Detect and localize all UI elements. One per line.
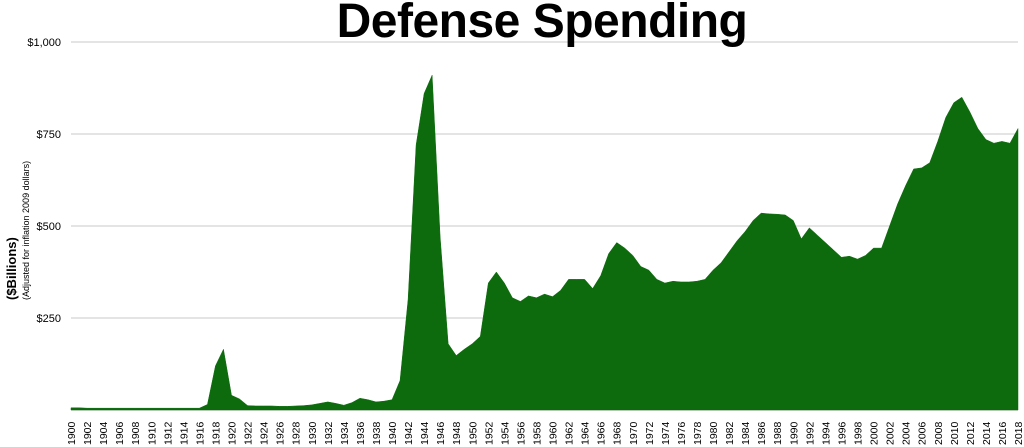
x-tick-label: 1982 (724, 421, 736, 445)
y-tick-label: $250 (37, 313, 61, 325)
x-tick-label: 1968 (612, 421, 624, 445)
x-tick-label: 1986 (756, 421, 768, 445)
x-tick-label: 1934 (339, 421, 351, 445)
x-tick-label: 1924 (259, 421, 271, 445)
x-tick-label: 2000 (869, 421, 881, 445)
x-tick-label: 1932 (323, 421, 335, 445)
x-tick-label: 1908 (130, 421, 142, 445)
x-tick-label: 2014 (981, 421, 993, 445)
x-tick-label: 1936 (355, 421, 367, 445)
x-tick-label: 1904 (98, 421, 110, 445)
x-tick-label: 2008 (933, 421, 945, 445)
x-tick-label: 1970 (628, 421, 640, 445)
x-tick-label: 1922 (243, 421, 255, 445)
x-tick-label: 1920 (227, 421, 239, 445)
x-tick-label: 1962 (564, 421, 576, 445)
x-tick-label: 1952 (483, 421, 495, 445)
series-area-fill (70, 75, 1019, 411)
x-tick-label: 1994 (820, 421, 832, 445)
x-tick-label: 1946 (435, 421, 447, 445)
x-tick-label: 1976 (676, 421, 688, 445)
x-tick-label: 1930 (307, 421, 319, 445)
x-tick-label: 1950 (467, 421, 479, 445)
x-tick-label: 1944 (419, 421, 431, 445)
x-tick-label: 1990 (788, 421, 800, 445)
x-tick-label: 1974 (660, 421, 672, 445)
x-tick-label: 1912 (162, 421, 174, 445)
x-tick-label: 1940 (387, 421, 399, 445)
x-tick-label: 1998 (852, 421, 864, 445)
x-tick-label: 1948 (451, 421, 463, 445)
x-tick-label: 1906 (114, 421, 126, 445)
x-tick-label: 1984 (740, 421, 752, 445)
x-tick-label: 1900 (66, 421, 78, 445)
x-tick-label: 1988 (772, 421, 784, 445)
x-tick-label: 1938 (371, 421, 383, 445)
x-axis-ticks: 1900 1902 1904 1906 1908 1910 1912 1914 1916 1918… (66, 421, 1024, 445)
x-tick-label: 1960 (548, 421, 560, 445)
x-tick-label: 1966 (596, 421, 608, 445)
x-tick-label: 1958 (531, 421, 543, 445)
x-tick-label: 2018 (1013, 421, 1024, 445)
x-tick-label: 1928 (291, 421, 303, 445)
x-tick-label: 1992 (804, 421, 816, 445)
x-tick-label: 1980 (708, 421, 720, 445)
y-axis-label-note: (Adjusted for inflation 2009 dollars) (21, 160, 31, 300)
x-tick-label: 1926 (275, 421, 287, 445)
x-tick-label: 1942 (403, 421, 415, 445)
y-tick-label: $1,000 (27, 37, 61, 49)
x-tick-label: 2016 (997, 421, 1009, 445)
series-area (70, 75, 1019, 411)
x-tick-label: 2012 (965, 421, 977, 445)
chart-title: Defense Spending (336, 0, 748, 48)
x-tick-label: 1916 (194, 421, 206, 445)
x-tick-label: 1964 (580, 421, 592, 445)
x-tick-label: 1910 (146, 421, 158, 445)
y-tick-label: $500 (37, 221, 61, 233)
x-tick-label: 1902 (82, 421, 94, 445)
x-tick-label: 2006 (917, 421, 929, 445)
x-tick-label: 1914 (178, 421, 190, 445)
x-tick-label: 1978 (692, 421, 704, 445)
y-tick-label: $750 (37, 129, 61, 141)
x-tick-label: 2002 (885, 421, 897, 445)
y-axis-ticks: $250 $500 $750 $1,000 (27, 37, 61, 325)
y-axis-label: ($Billions) (4, 237, 19, 300)
x-tick-label: 2010 (949, 421, 961, 445)
x-tick-label: 1918 (210, 421, 222, 445)
x-tick-label: 2004 (901, 421, 913, 445)
x-tick-label: 1996 (836, 421, 848, 445)
x-tick-label: 1956 (515, 421, 527, 445)
x-tick-label: 1954 (499, 421, 511, 445)
x-tick-label: 1972 (644, 421, 656, 445)
